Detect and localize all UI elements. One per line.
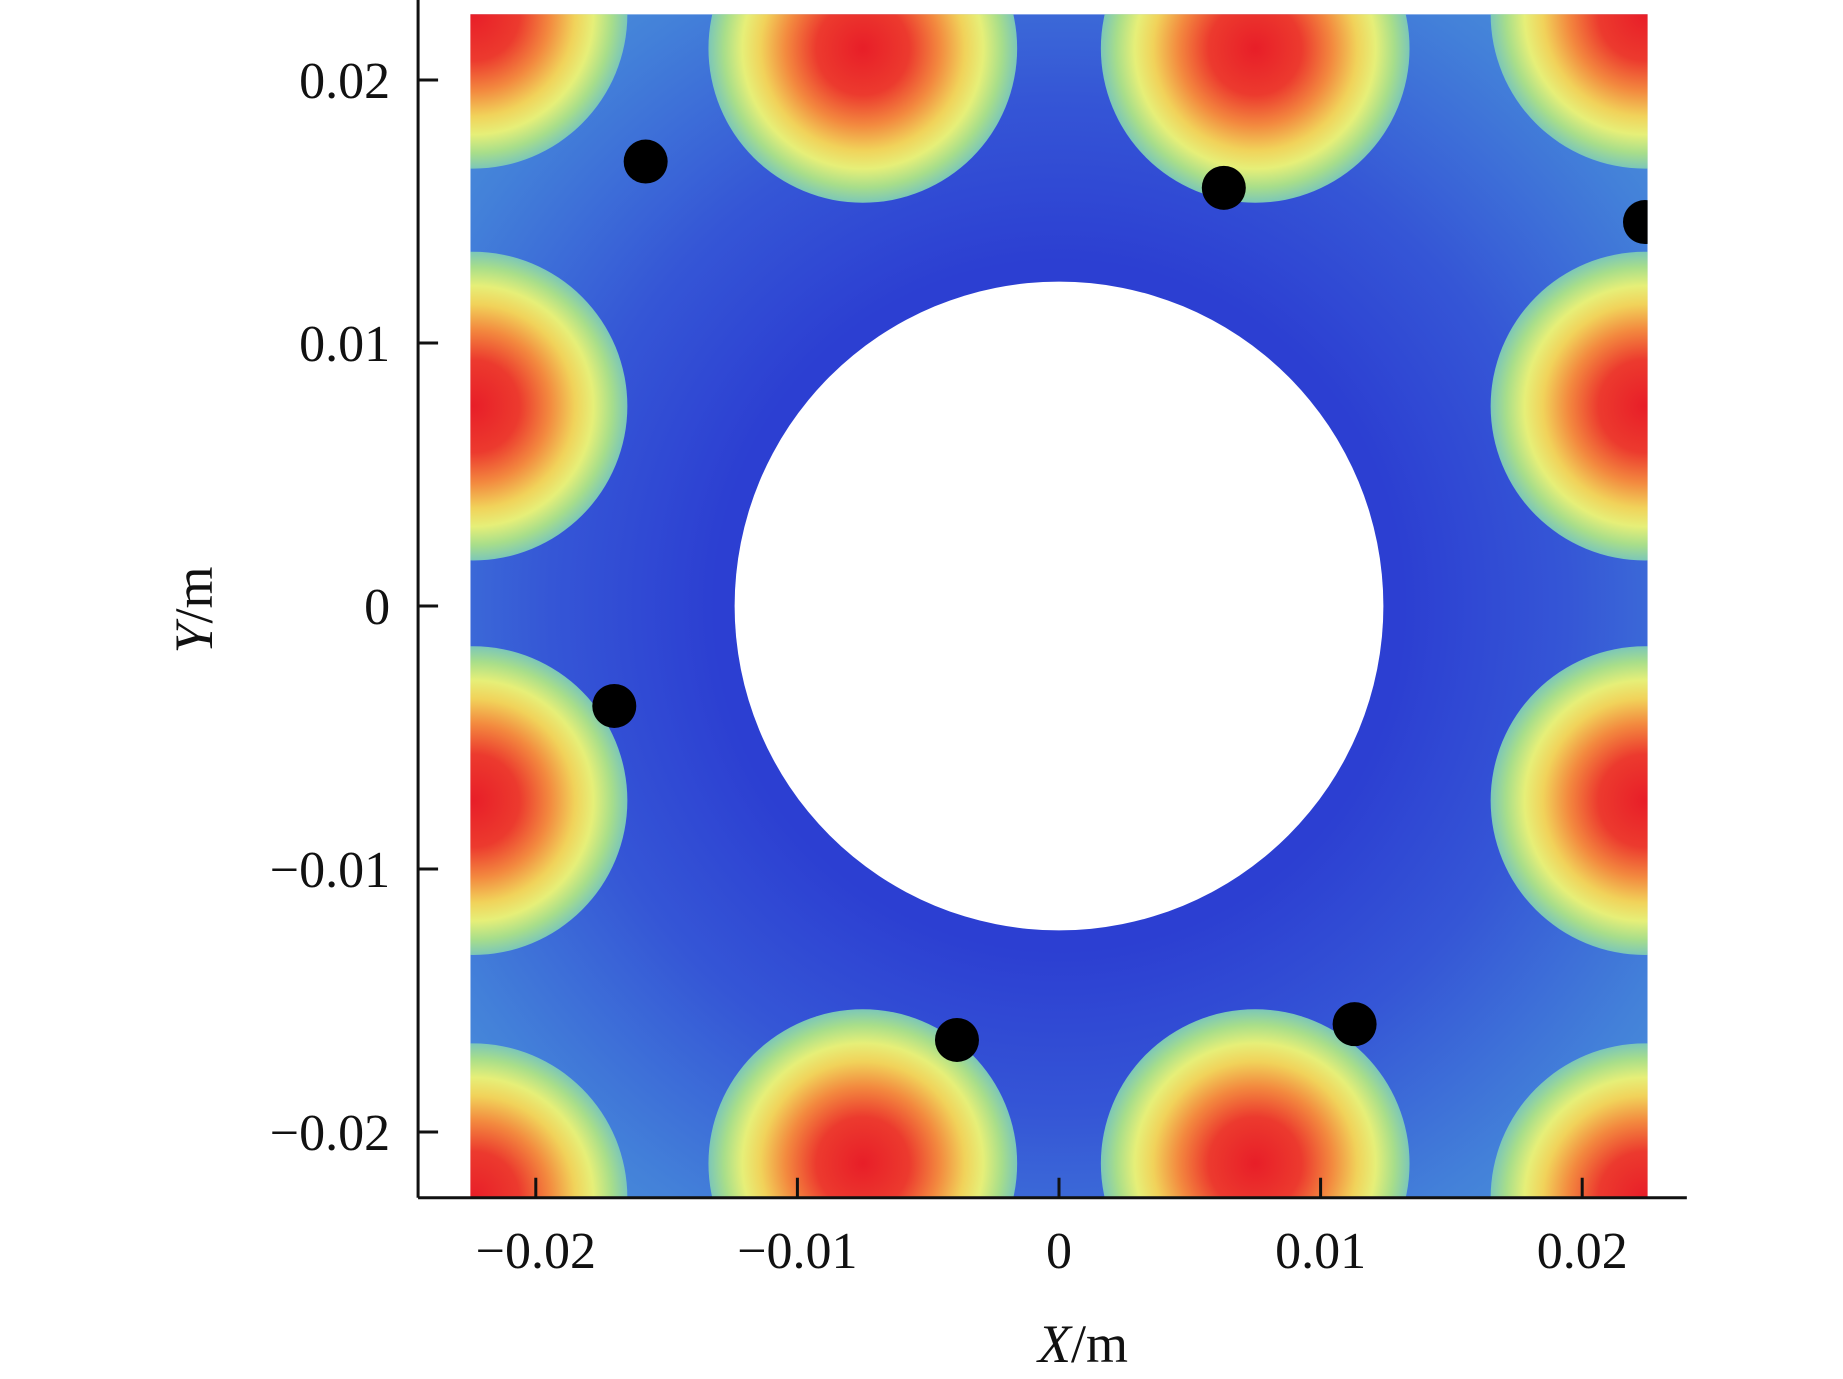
y-tick-label: 0	[364, 579, 390, 636]
x-ticks: −0.02 −0.01 0 0.01 0.02	[476, 1177, 1628, 1280]
hotspot	[1100, 14, 1410, 203]
data-point	[1201, 165, 1246, 210]
hotspot	[708, 1009, 1018, 1198]
hotspot	[1100, 1009, 1410, 1198]
hotspot	[470, 251, 628, 561]
x-tick-label: −0.02	[476, 1223, 596, 1280]
y-axis-title: Y/m	[164, 566, 224, 653]
hotspot	[1490, 251, 1648, 561]
y-tick-label: −0.02	[270, 1105, 390, 1162]
hotspot	[1490, 646, 1648, 955]
hotspot	[1490, 1043, 1648, 1198]
hotspot	[470, 1043, 628, 1198]
x-axis-variable: X	[1036, 1314, 1073, 1374]
hotspot	[1490, 14, 1648, 169]
x-tick-label: 0.01	[1275, 1223, 1366, 1280]
y-ticks: 0.02 0.01 0 −0.01 −0.02	[270, 53, 439, 1162]
y-tick-label: 0.01	[299, 316, 390, 373]
y-tick-label: −0.01	[270, 842, 390, 899]
data-point	[1622, 200, 1648, 245]
y-tick-label: 0.02	[299, 53, 390, 110]
data-point	[623, 139, 668, 184]
x-axis-unit: /m	[1071, 1314, 1128, 1374]
point-group	[592, 139, 1648, 1062]
y-axis-variable: Y	[164, 619, 224, 654]
hotspot-group	[470, 14, 1648, 1198]
x-tick-label: 0	[1046, 1223, 1072, 1280]
hotspot	[470, 14, 628, 169]
x-tick-label: −0.01	[737, 1223, 857, 1280]
hotspot	[708, 14, 1018, 203]
data-point	[934, 1017, 979, 1062]
axes: −0.02 −0.01 0 0.01 0.02 0.02 0.01 0 −0.01 −0.02	[270, 0, 1687, 1280]
plot-area	[470, 14, 1648, 1198]
data-point	[592, 683, 637, 728]
data-point	[1332, 1002, 1377, 1047]
central-hole	[734, 281, 1384, 931]
x-axis-title: X/m	[1036, 1314, 1128, 1374]
hotspot	[470, 646, 628, 955]
x-tick-label: 0.02	[1537, 1223, 1628, 1280]
y-axis-unit: /m	[164, 566, 224, 623]
